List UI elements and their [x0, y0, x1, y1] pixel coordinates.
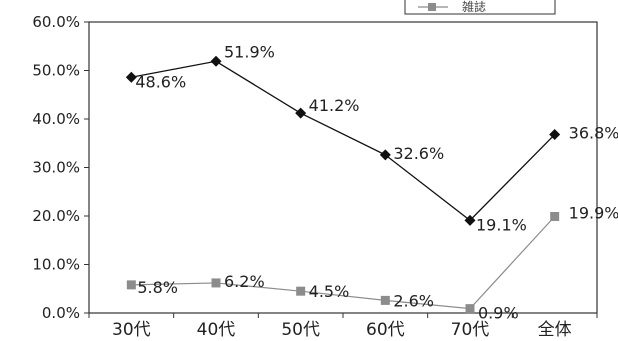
data-labels: 48.6% 51.9% 41.2% 32.6% 19.1% 36.8% 5.8% 6.2% 4.… — [135, 42, 618, 322]
data-label: 51.9% — [224, 42, 275, 61]
data-label: 36.8% — [569, 124, 618, 143]
data-label: 0.9% — [478, 304, 519, 323]
data-point-diamond — [464, 214, 476, 226]
series-group — [125, 55, 561, 314]
plot-area-border — [88, 21, 598, 314]
data-label: 41.2% — [309, 96, 360, 115]
data-point-square — [380, 295, 390, 305]
data-point-diamond — [549, 129, 561, 141]
legend-marker-square — [428, 3, 436, 11]
data-label: 2.6% — [393, 291, 434, 310]
y-tick-label: 20.0% — [32, 207, 80, 225]
data-point-square — [126, 280, 136, 290]
x-tick-label: 40代 — [197, 320, 236, 340]
data-label: 32.6% — [393, 144, 444, 163]
x-tick-label: 全体 — [538, 320, 572, 340]
legend-box — [404, 0, 556, 15]
x-tick-label: 30代 — [112, 320, 151, 340]
data-label: 19.1% — [476, 215, 527, 234]
y-tick-label: 30.0% — [32, 159, 80, 177]
data-label: 4.5% — [309, 282, 350, 301]
y-tick-label: 50.0% — [32, 62, 80, 80]
data-label: 48.6% — [135, 72, 186, 91]
data-label: 5.8% — [137, 278, 178, 297]
x-tick-label: 60代 — [366, 320, 405, 340]
legend-series-label: 雑誌 — [462, 0, 486, 14]
data-point-square — [465, 304, 475, 314]
x-tick-label: 70代 — [451, 320, 490, 340]
data-point-square — [550, 211, 560, 221]
data-point-diamond — [210, 55, 222, 67]
series-line-0 — [131, 60, 556, 222]
y-tick-label: 10.0% — [32, 256, 80, 274]
data-point-diamond — [379, 149, 391, 161]
y-tick-label: 0.0% — [42, 304, 80, 322]
y-tick-label: 40.0% — [32, 110, 80, 128]
data-point-diamond — [295, 107, 307, 119]
series-line-1 — [131, 216, 556, 310]
data-label: 6.2% — [224, 272, 265, 291]
legend: 雑誌 — [404, 0, 556, 15]
data-point-square — [296, 286, 306, 296]
data-point-diamond — [125, 71, 137, 83]
y-tick-label: 60.0% — [32, 13, 80, 31]
data-point-square — [211, 278, 221, 288]
data-label: 19.9% — [569, 203, 618, 222]
axes: 0.0% 10.0% 20.0% 30.0% 40.0% 50.0% 60.0% 30代 40代… — [32, 13, 598, 340]
x-tick-label: 50代 — [281, 320, 320, 340]
